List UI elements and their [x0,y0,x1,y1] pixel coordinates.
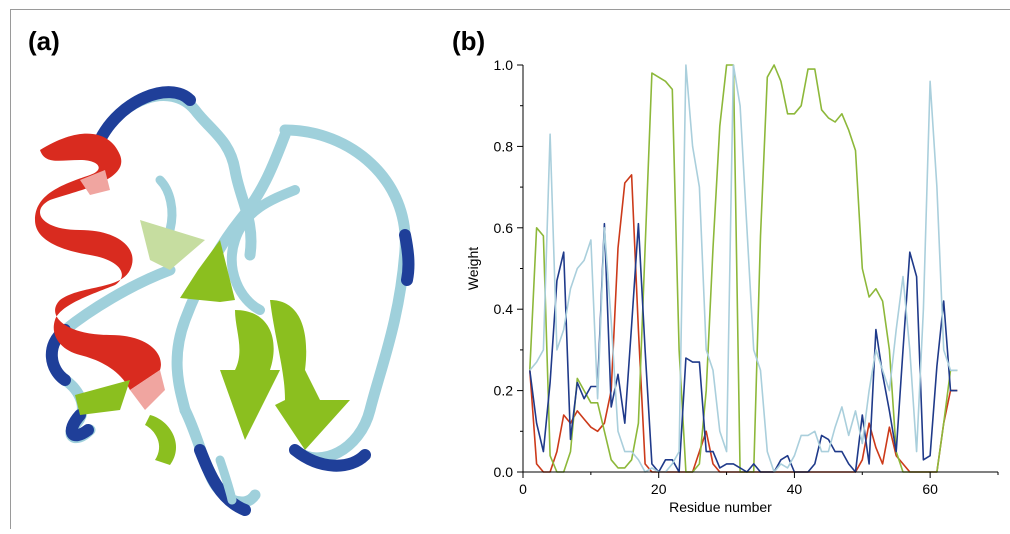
strand-4 [75,380,130,415]
panel-b-label: (b) [452,26,486,56]
helix-body [35,133,161,390]
coil-bottom-b [215,455,237,505]
coil-middle-c [155,175,177,235]
coil-bottom-dark [194,444,251,516]
x-tick-label: 20 [651,481,667,497]
series-line-4 [529,64,958,473]
y-tick-label: 0.8 [494,138,514,154]
strand-3 [270,300,350,450]
strand-1-light [140,220,205,270]
coil-outer-dark-b [289,444,371,472]
y-tick-label: 0.4 [494,301,514,317]
coil-top-dark [94,86,196,146]
helix-tip [130,370,165,410]
x-axis-title: Residue number [669,499,772,515]
coil-outer-loop [279,124,411,464]
y-tick-label: 0.0 [494,464,514,480]
chart-axes-group: 0.0 0.2 0.4 0.6 0.8 1.0 0 20 40 60 Residue number W… [465,57,999,515]
coil-middle-b [226,185,300,315]
y-tick-label: 0.2 [494,383,514,399]
helix-top-tip [80,170,110,195]
weight-line-chart: 0.0 0.2 0.4 0.6 0.8 1.0 0 20 40 60 Residue number W… [465,57,999,515]
x-tick-label: 40 [787,481,803,497]
y-tick-label: 1.0 [494,57,514,73]
coil-left-dark-b [65,409,94,442]
chart-series-group [529,64,958,473]
strand-5 [145,415,177,465]
strand-2 [220,310,280,440]
figure-frame-left [10,9,11,529]
panel-a-label: (a) [28,26,60,56]
strand-1 [180,240,235,302]
x-tick-label: 60 [922,481,938,497]
coil-outer-dark-a [399,229,415,286]
series-line-2 [529,64,958,473]
x-tick-label: 0 [519,481,527,497]
figure-frame-top [10,9,1010,10]
y-tick-label: 0.6 [494,220,514,236]
y-axis-title: Weight [465,247,481,290]
series-line-3 [529,222,958,473]
protein-ribbon-image [35,86,415,516]
